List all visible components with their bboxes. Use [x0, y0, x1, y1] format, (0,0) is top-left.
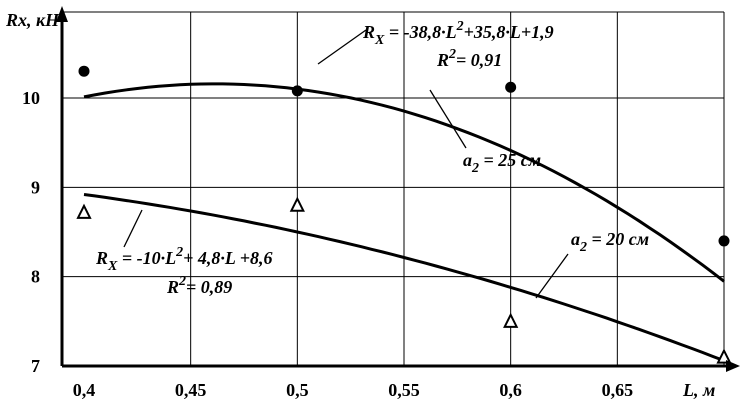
eq-lower-prefix: R — [95, 248, 108, 268]
eq-upper-tail: +35,8·L+1,9 — [464, 22, 554, 42]
y-tick-label: 10 — [22, 88, 40, 108]
r2-lower-sup: 2 — [178, 274, 186, 289]
x-tick-label: 0,55 — [388, 380, 420, 400]
label-lower: a2 = 20 см — [571, 229, 649, 255]
data-point-circle — [291, 85, 303, 97]
y-axis-arrow — [56, 6, 68, 22]
y-tick-label: 8 — [31, 267, 40, 287]
eq-upper-sub: X — [374, 33, 385, 48]
leader-label-upper — [429, 89, 467, 149]
label-upper: a2 = 25 см — [463, 150, 541, 176]
trend-line-lower — [83, 193, 725, 363]
data-point-triangle — [716, 348, 732, 364]
y-tick-label: 7 — [31, 356, 40, 376]
x-tick-label: 0,65 — [602, 380, 634, 400]
data-points — [76, 65, 732, 364]
eq-lower-tail: + 4,8·L +8,6 — [183, 248, 272, 268]
label-upper-sub: 2 — [471, 161, 479, 176]
trend-line-upper — [83, 82, 725, 283]
data-point-triangle — [503, 312, 519, 328]
x-tick-label: 0,4 — [73, 380, 96, 400]
label-lower-sub: 2 — [579, 240, 587, 255]
label-upper-tail: = 25 см — [479, 150, 541, 170]
x-tick-label: 0,5 — [286, 380, 309, 400]
label-lower-prefix: a — [571, 229, 580, 249]
leader-eq-lower — [123, 209, 143, 248]
data-point-circle — [78, 65, 90, 77]
data-point-circle — [718, 235, 730, 247]
leader-label-lower — [535, 253, 569, 299]
tick-labels: 0,4 0,45 0,5 0,55 0,6 0,65 7 8 9 10 — [22, 88, 633, 400]
r2-lower: R2= 0,89 — [166, 274, 232, 297]
grid — [62, 11, 725, 366]
r2-lower-tail: = 0,89 — [186, 277, 232, 297]
r2-lower-prefix: R — [166, 277, 179, 297]
leader-eq-upper — [317, 29, 367, 65]
label-upper-prefix: a — [463, 150, 472, 170]
x-tick-label: 0,6 — [499, 380, 522, 400]
x-axis-arrow — [726, 360, 740, 372]
eq-upper-main: = -38,8·L — [384, 22, 456, 42]
r2-upper: R2= 0,91 — [436, 47, 502, 70]
trend-lines — [83, 82, 725, 363]
data-point-triangle — [289, 196, 305, 212]
data-point-triangle — [76, 203, 92, 219]
y-axis-label: Rx, кН — [5, 10, 60, 30]
axes — [56, 6, 740, 372]
eq-upper: RX = -38,8·L2+35,8·L+1,9 — [362, 19, 554, 48]
x-axis-label: L, м — [682, 380, 715, 400]
r2-upper-prefix: R — [436, 50, 449, 70]
eq-upper-sup: 2 — [456, 19, 464, 34]
x-tick-label: 0,45 — [175, 380, 207, 400]
eq-lower: RX = -10·L2+ 4,8·L +8,6 — [95, 245, 272, 274]
eq-lower-sub: X — [107, 259, 118, 274]
y-tick-label: 9 — [31, 177, 40, 197]
eq-upper-prefix: R — [362, 22, 375, 42]
r2-upper-tail: = 0,91 — [456, 50, 502, 70]
eq-lower-sup: 2 — [175, 245, 183, 260]
label-lower-tail: = 20 см — [587, 229, 649, 249]
data-point-circle — [505, 81, 517, 93]
r2-upper-sup: 2 — [448, 47, 456, 62]
eq-lower-main: = -10·L — [117, 248, 176, 268]
